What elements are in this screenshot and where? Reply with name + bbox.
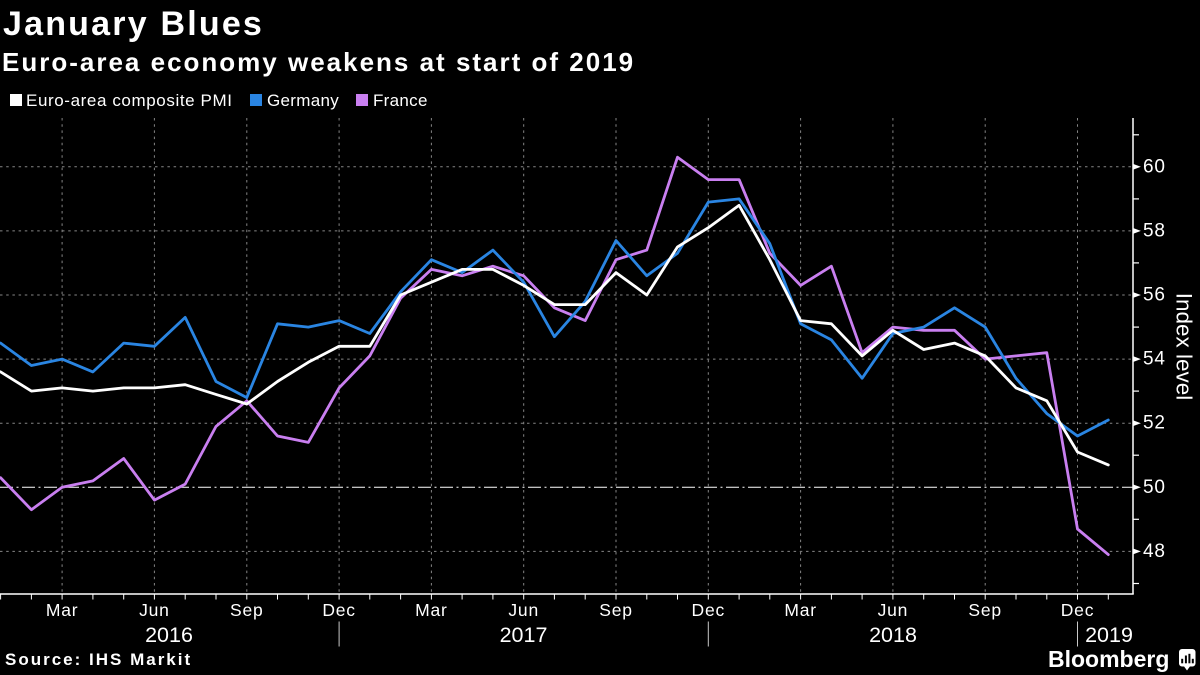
svg-text:Mar: Mar — [46, 600, 79, 620]
svg-text:2019: 2019 — [1085, 623, 1133, 647]
svg-text:Jun: Jun — [878, 600, 909, 620]
svg-text:54: 54 — [1143, 349, 1166, 370]
svg-text:2017: 2017 — [500, 623, 548, 647]
svg-text:Germany: Germany — [267, 91, 339, 110]
svg-text:France: France — [373, 91, 428, 110]
svg-text:2018: 2018 — [869, 623, 917, 647]
svg-text:Dec: Dec — [1061, 600, 1095, 620]
svg-text:52: 52 — [1143, 413, 1166, 434]
svg-text:Sep: Sep — [230, 600, 264, 620]
svg-text:Source: IHS Markit: Source: IHS Markit — [5, 650, 192, 669]
svg-text:Mar: Mar — [415, 600, 448, 620]
svg-text:Dec: Dec — [322, 600, 356, 620]
svg-text:50: 50 — [1143, 477, 1166, 498]
svg-text:58: 58 — [1143, 220, 1166, 241]
svg-text:Euro-area composite PMI: Euro-area composite PMI — [26, 91, 233, 110]
svg-text:Index level: Index level — [1172, 293, 1197, 401]
svg-text:Mar: Mar — [784, 600, 817, 620]
svg-text:January Blues: January Blues — [3, 5, 264, 43]
svg-text:Dec: Dec — [692, 600, 726, 620]
svg-text:Bloomberg: Bloomberg — [1048, 646, 1169, 672]
svg-text:Jun: Jun — [139, 600, 170, 620]
svg-text:Euro-area economy weakens at s: Euro-area economy weakens at start of 20… — [2, 47, 635, 77]
svg-text:48: 48 — [1143, 541, 1166, 562]
svg-text:56: 56 — [1143, 285, 1166, 306]
svg-text:Sep: Sep — [968, 600, 1002, 620]
svg-text:60: 60 — [1143, 156, 1166, 177]
svg-text:2016: 2016 — [145, 623, 193, 647]
svg-text:Sep: Sep — [599, 600, 633, 620]
svg-text:Jun: Jun — [508, 600, 539, 620]
